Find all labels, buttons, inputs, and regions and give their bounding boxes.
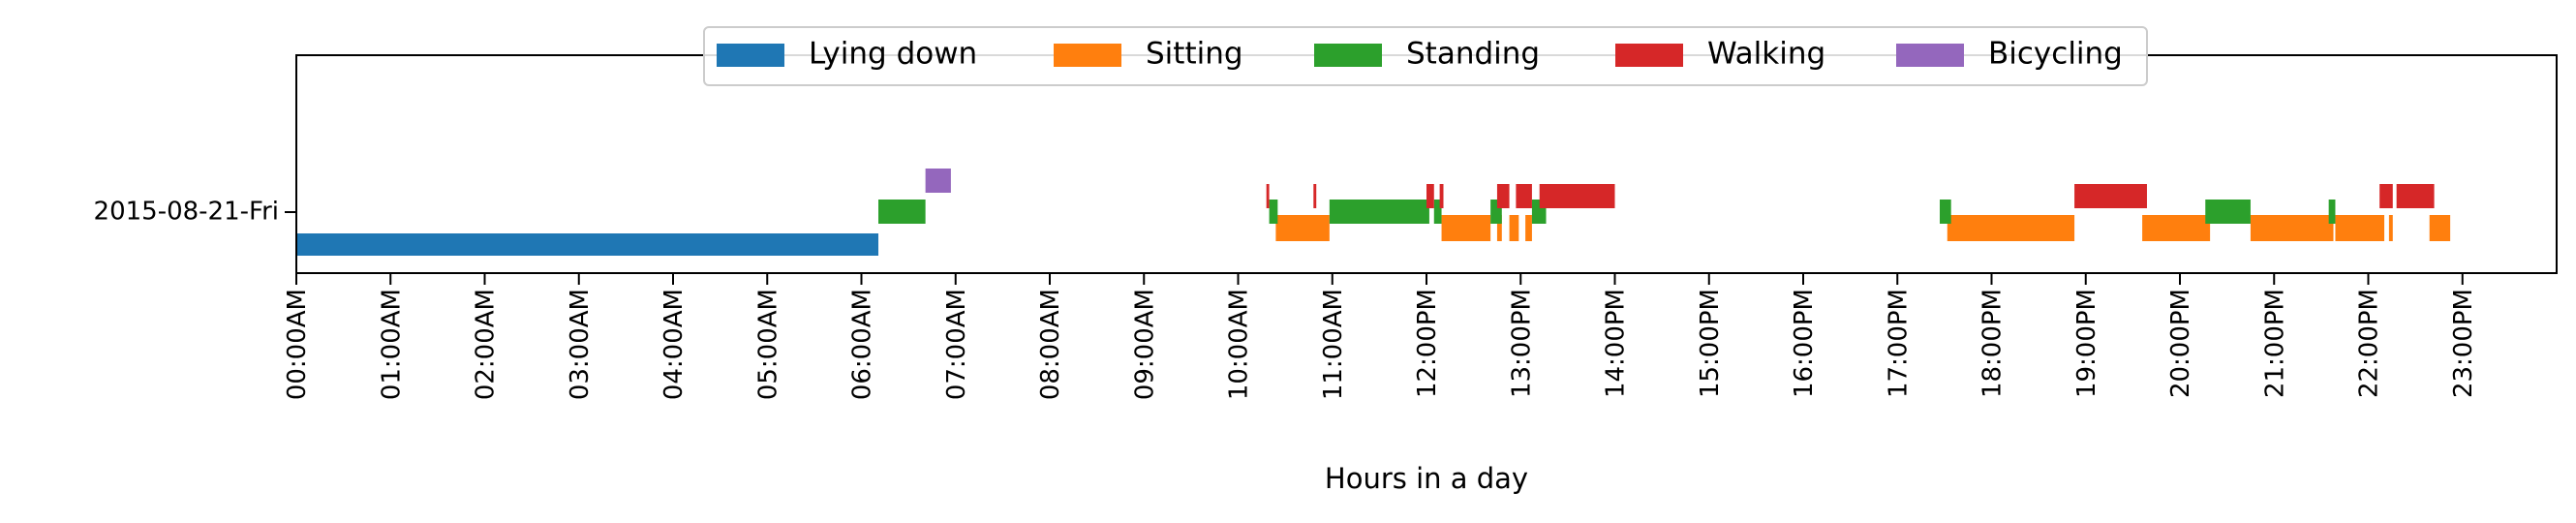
legend-label-bicycling: Bicycling (1988, 37, 2123, 72)
sitting-segment (1525, 215, 1532, 241)
walking-segment (1426, 184, 1434, 208)
sitting-segment (2388, 215, 2393, 241)
x-tick-label: 20:00PM (2166, 289, 2195, 398)
walking-segment (1539, 184, 1615, 208)
x-tick-label: 17:00PM (1884, 289, 1913, 398)
x-tick-label: 04:00AM (659, 289, 689, 400)
legend-swatch-walking (1615, 44, 1683, 67)
x-tick-label: 01:00AM (377, 289, 406, 400)
legend-label-walking: Walking (1707, 37, 1825, 72)
legend-swatch-bicycling (1896, 44, 1964, 67)
activity-bars (296, 169, 2451, 256)
x-tick-label: 12:00PM (1413, 289, 1442, 398)
walking-segment (1516, 184, 1532, 208)
standing-segment (2328, 200, 2336, 224)
x-tick-label: 23:00PM (2449, 289, 2478, 398)
x-tick-label: 15:00PM (1696, 289, 1725, 398)
x-tick-label: 13:00PM (1507, 289, 1536, 398)
x-tick-label: 07:00AM (942, 289, 971, 400)
legend-swatch-sitting (1054, 44, 1121, 67)
sitting-segment (1496, 215, 1502, 241)
sitting-segment (2429, 215, 2451, 241)
x-tick-label: 22:00PM (2355, 289, 2384, 398)
x-tick-label: 05:00AM (753, 289, 782, 400)
x-tick-label: 19:00PM (2072, 289, 2101, 398)
legend: Lying down Sitting Standing Walking Bicyclin… (703, 26, 2148, 86)
x-tick-label: 10:00AM (1225, 289, 1254, 400)
x-tick-label: 03:00AM (566, 289, 595, 400)
legend-swatch-standing (1314, 44, 1382, 67)
sitting-segment (2142, 215, 2211, 241)
standing-segment (1433, 200, 1442, 224)
legend-label-standing: Standing (1406, 37, 1540, 72)
sitting-segment (2335, 215, 2385, 241)
legend-label-lying-down: Lying down (809, 37, 977, 72)
walking-segment (1496, 184, 1510, 208)
walking-segment (2379, 184, 2393, 208)
sitting-segment (2250, 215, 2334, 241)
x-tick-label: 11:00AM (1319, 289, 1348, 400)
sitting-segment (1275, 215, 1330, 241)
x-tick-label: 08:00AM (1036, 289, 1065, 400)
x-tick-label: 14:00PM (1602, 289, 1631, 398)
x-tick-label: 18:00PM (1978, 289, 2008, 398)
standing-segment (1490, 200, 1502, 224)
standing-segment (1940, 200, 1951, 224)
standing-segment (2205, 200, 2251, 224)
walking-segment (1266, 184, 1270, 208)
x-tick-label: 16:00PM (1790, 289, 1819, 398)
standing-segment (878, 200, 926, 224)
x-axis: 00:00AM 01:00AM 02:00AM 03:00AM 04:00AM 05:00… (283, 273, 2478, 400)
walking-segment (2074, 184, 2147, 208)
bicycling-segment (925, 169, 951, 193)
x-tick-label: 21:00PM (2260, 289, 2289, 398)
x-tick-label: 06:00AM (848, 289, 877, 400)
x-tick-label: 02:00AM (472, 289, 501, 400)
walking-segment (1313, 184, 1317, 208)
legend-swatch-lying-down (717, 44, 784, 67)
x-tick-label: 00:00AM (283, 289, 312, 400)
x-tick-label: 09:00AM (1130, 289, 1159, 400)
standing-segment (1329, 200, 1429, 224)
sitting-segment (1441, 215, 1491, 241)
sitting-segment (1509, 215, 1519, 241)
y-tick-label: 2015-08-21-Fri (94, 198, 279, 227)
x-axis-label: Hours in a day (1325, 462, 1528, 495)
sitting-segment (1947, 215, 2075, 241)
walking-segment (2396, 184, 2435, 208)
legend-label-sitting: Sitting (1146, 37, 1243, 72)
y-axis: 2015-08-21-Fri (94, 198, 296, 227)
lying-down-segment (296, 233, 879, 256)
standing-segment (1269, 200, 1278, 224)
walking-segment (1439, 184, 1444, 208)
legend-frame (703, 26, 2148, 86)
